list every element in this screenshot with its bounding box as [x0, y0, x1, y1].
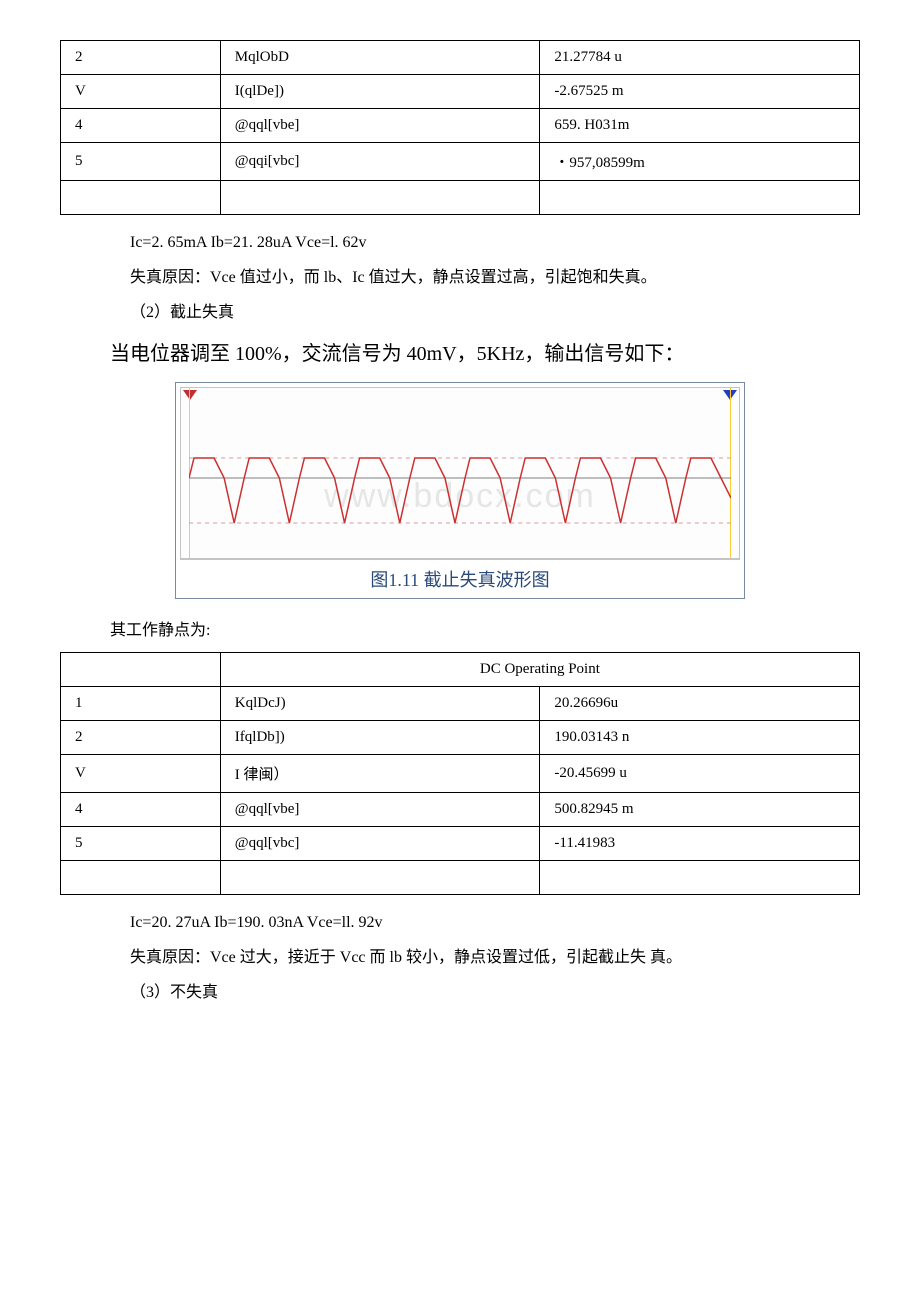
cell: -11.41983 — [540, 827, 860, 861]
section-2-heading: （2）截止失真 — [130, 299, 860, 328]
cell: @qqi[vbc] — [220, 143, 540, 181]
figure-caption: 图1.11 截止失真波形图 — [180, 559, 740, 594]
cell: 1 — [61, 687, 221, 721]
cell: 2 — [61, 721, 221, 755]
table-row: 1 KqlDcJ) 20.26696u — [61, 687, 860, 721]
figure-1-11: www.bdocx.com 图1.11 截止失真波形图 — [175, 382, 745, 599]
cell: 190.03143 n — [540, 721, 860, 755]
cell: @qql[vbc] — [220, 827, 540, 861]
cell: 5 — [61, 143, 221, 181]
table-header: DC Operating Point — [220, 653, 859, 687]
cell: 4 — [61, 793, 221, 827]
working-point-label: 其工作静点为: — [110, 617, 860, 646]
table-row: 2 IfqlDb]) 190.03143 n — [61, 721, 860, 755]
waveform-plot: www.bdocx.com — [180, 387, 740, 559]
table-row: 4 @qql[vbe] 659. H031m — [61, 109, 860, 143]
cell: IfqlDb]) — [220, 721, 540, 755]
cell: 2 — [61, 41, 221, 75]
ic-values-2: Ic=20. 27uA Ib=190. 03nA Vce=ll. 92v — [130, 909, 860, 938]
cell: V — [61, 755, 221, 793]
table-row: V I 律闽） -20.45699 u — [61, 755, 860, 793]
table-header-row: DC Operating Point — [61, 653, 860, 687]
cell: V — [61, 75, 221, 109]
table-row — [61, 861, 860, 895]
cell: -2.67525 m — [540, 75, 860, 109]
cell — [220, 181, 540, 215]
table-row: 5 @qqi[vbc] ・957,08599m — [61, 143, 860, 181]
cell: KqlDcJ) — [220, 687, 540, 721]
wave-svg — [189, 388, 731, 558]
table-row: 5 @qql[vbc] -11.41983 — [61, 827, 860, 861]
table-row: 4 @qql[vbe] 500.82945 m — [61, 793, 860, 827]
table-1: 2 MqlObD 21.27784 u V I(qlDe]) -2.67525 … — [60, 40, 860, 215]
cell — [61, 181, 221, 215]
cell: -20.45699 u — [540, 755, 860, 793]
cell: 659. H031m — [540, 109, 860, 143]
table-row: V I(qlDe]) -2.67525 m — [61, 75, 860, 109]
section-3-heading: （3）不失真 — [130, 979, 860, 1008]
table-row: 2 MqlObD 21.27784 u — [61, 41, 860, 75]
cell: 500.82945 m — [540, 793, 860, 827]
cell: @qql[vbe] — [220, 109, 540, 143]
cell: 5 — [61, 827, 221, 861]
ic-values-1: Ic=2. 65mA Ib=21. 28uA Vce=l. 62v — [130, 229, 860, 258]
condition-line: 当电位器调至 100%，交流信号为 40mV，5KHz，输出信号如下： — [110, 337, 860, 366]
cell — [220, 861, 540, 895]
cell: 20.26696u — [540, 687, 860, 721]
cell: ・957,08599m — [540, 143, 860, 181]
cell: 4 — [61, 109, 221, 143]
cell: I(qlDe]) — [220, 75, 540, 109]
table-row — [61, 181, 860, 215]
cell — [61, 861, 221, 895]
cell: 21.27784 u — [540, 41, 860, 75]
distortion-reason-1: 失真原因：Vce 值过小，而 lb、Ic 值过大，静点设置过高，引起饱和失真。 — [130, 264, 860, 293]
cell — [540, 861, 860, 895]
cell: MqlObD — [220, 41, 540, 75]
cell: I 律闽） — [220, 755, 540, 793]
cell: @qql[vbe] — [220, 793, 540, 827]
cell-empty — [61, 653, 221, 687]
cell — [540, 181, 860, 215]
distortion-reason-2: 失真原因：Vce 过大，接近于 Vcc 而 lb 较小，静点设置过低，引起截止失… — [130, 944, 860, 973]
table-2: DC Operating Point 1 KqlDcJ) 20.26696u 2… — [60, 652, 860, 895]
